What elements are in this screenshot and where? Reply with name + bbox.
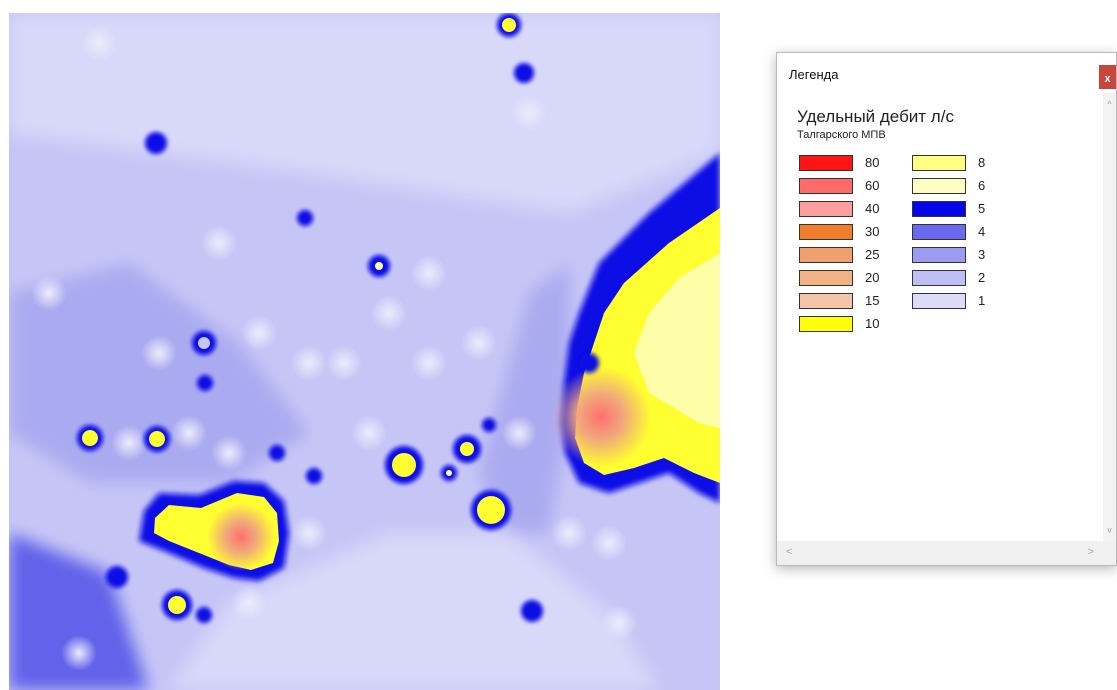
faint-spot (501, 415, 537, 451)
faint-spot (81, 25, 117, 61)
legend-label: 10 (865, 316, 880, 331)
legend-label: 30 (865, 224, 880, 239)
legend-label: 40 (865, 201, 880, 216)
map-anomaly (514, 63, 534, 83)
faint-spot (411, 255, 447, 291)
legend-swatch (912, 224, 966, 240)
map-anomaly (521, 600, 543, 622)
legend-label: 1 (978, 293, 986, 308)
map-anomaly (441, 465, 457, 481)
legend-swatch (912, 155, 966, 171)
faint-spot (211, 435, 247, 471)
legend-label: 2 (978, 270, 986, 285)
legend-window-title: Легенда (789, 67, 839, 82)
faint-spot (511, 95, 547, 131)
faint-spot (326, 345, 362, 381)
map-anomaly (453, 435, 481, 463)
legend-label: 80 (865, 155, 880, 170)
legend-swatch (912, 201, 966, 217)
map-anomaly (192, 331, 216, 355)
map-anomaly (385, 446, 423, 484)
faint-spot (111, 425, 147, 461)
legend-label: 60 (865, 178, 880, 193)
legend-swatch (799, 316, 853, 332)
legend-content: Удельный дебит л/с Талгарского МПВ 80 60 4… (777, 93, 1103, 541)
faint-spot (61, 635, 97, 671)
map-anomaly (368, 255, 390, 277)
map-anomaly (269, 445, 285, 461)
map-anomaly (144, 426, 170, 452)
faint-spot (551, 515, 587, 551)
horizontal-scrollbar[interactable]: < > (777, 541, 1103, 565)
scroll-down-arrow-icon[interactable]: v (1107, 525, 1112, 535)
legend-swatch (799, 270, 853, 286)
faint-spot (201, 225, 237, 261)
legend-label: 5 (978, 201, 986, 216)
map-anomaly (297, 210, 313, 226)
map-anomaly (162, 590, 192, 620)
map-anomaly (197, 375, 213, 391)
map-anomaly (77, 425, 103, 451)
legend-swatch (799, 247, 853, 263)
legend-label: 15 (865, 293, 880, 308)
legend-swatch (799, 178, 853, 194)
faint-spot (351, 415, 387, 451)
map-anomaly (145, 132, 167, 154)
close-button[interactable]: x (1099, 65, 1116, 89)
legend-subheading: Талгарского МПВ (797, 129, 886, 141)
legend-label: 6 (978, 178, 986, 193)
legend-label: 20 (865, 270, 880, 285)
faint-spot (411, 345, 447, 381)
legend-swatch (799, 293, 853, 309)
map-anomaly (482, 418, 496, 432)
legend-label: 4 (978, 224, 986, 239)
legend-heading: Удельный дебит л/с (797, 107, 954, 126)
faint-spot (231, 585, 267, 621)
legend-swatch (912, 270, 966, 286)
scroll-left-arrow-icon[interactable]: < (786, 546, 793, 558)
legend-label: 3 (978, 247, 986, 262)
faint-spot (31, 275, 67, 311)
faint-spot (601, 605, 637, 641)
faint-spot (591, 525, 627, 561)
legend-swatch (799, 201, 853, 217)
interpolated-surface (9, 13, 720, 690)
scrollbar-corner (1103, 541, 1116, 565)
faint-spot (291, 515, 327, 551)
map-anomaly (306, 468, 322, 484)
faint-spot (371, 295, 407, 331)
map-anomaly (497, 13, 521, 37)
scroll-up-arrow-icon[interactable]: ^ (1107, 99, 1112, 109)
legend-swatch (799, 155, 853, 171)
legend-titlebar[interactable]: Легенда x (777, 53, 1116, 93)
vertical-scrollbar[interactable]: ^ v (1103, 93, 1116, 541)
faint-spot (171, 415, 207, 451)
map-raster[interactable] (9, 13, 720, 690)
map-anomaly (579, 353, 599, 373)
faint-spot (141, 335, 177, 371)
legend-swatch (912, 293, 966, 309)
faint-spot (461, 325, 497, 361)
map-anomaly (471, 490, 511, 530)
faint-spot (291, 345, 327, 381)
legend-window[interactable]: Легенда x Удельный дебит л/с Талгарского… (776, 52, 1117, 566)
legend-swatch (799, 224, 853, 240)
scroll-right-arrow-icon[interactable]: > (1087, 546, 1094, 558)
legend-swatch (912, 178, 966, 194)
faint-spot (241, 315, 277, 351)
legend-label: 8 (978, 155, 986, 170)
legend-swatch (912, 247, 966, 263)
map-anomaly (196, 607, 212, 623)
map-anomaly (106, 566, 128, 588)
legend-label: 25 (865, 247, 880, 262)
